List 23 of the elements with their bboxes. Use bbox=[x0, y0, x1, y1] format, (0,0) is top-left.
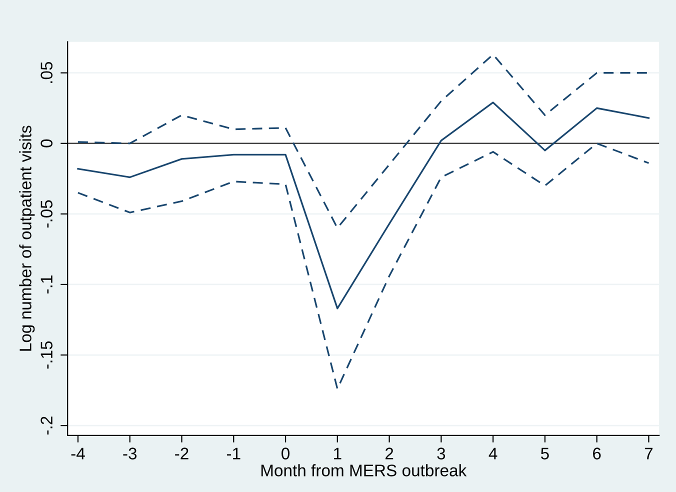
x-tick-label: 6 bbox=[593, 448, 601, 460]
line-series bbox=[77, 102, 650, 310]
x-tick-label: 1 bbox=[334, 448, 342, 460]
y-tick-label: -.15 bbox=[40, 341, 52, 369]
y-tick-label: -.1 bbox=[40, 276, 52, 294]
x-tick-label: -1 bbox=[226, 448, 240, 460]
y-tick-label: .05 bbox=[40, 62, 52, 83]
x-tick-label: 2 bbox=[385, 448, 394, 460]
y-tick-label: 0 bbox=[40, 139, 52, 148]
y-axis-title: Log number of outpatient visits bbox=[19, 126, 35, 351]
x-tick-label: 5 bbox=[540, 448, 549, 460]
line-series bbox=[77, 142, 650, 390]
y-tick-label: -.2 bbox=[40, 416, 52, 435]
x-tick-label: -3 bbox=[123, 448, 137, 460]
x-axis-title: Month from MERS outbreak bbox=[261, 464, 467, 476]
x-tick-label: 4 bbox=[488, 448, 498, 460]
line-series bbox=[77, 54, 650, 229]
x-tick-label: -2 bbox=[175, 448, 188, 460]
x-tick-label: 3 bbox=[437, 448, 446, 460]
x-tick-label: 7 bbox=[644, 448, 653, 460]
x-tick-label: -4 bbox=[71, 448, 85, 460]
y-tick-label: -.05 bbox=[40, 200, 52, 228]
x-tick-label: 0 bbox=[282, 448, 290, 460]
